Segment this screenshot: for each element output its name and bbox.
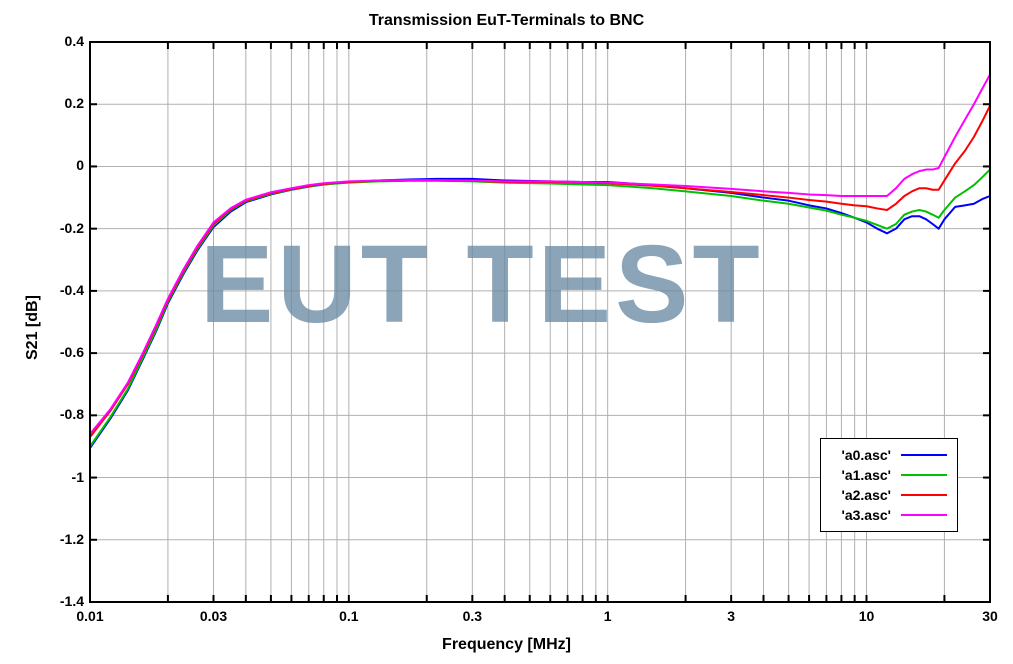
x-tick-label: 0.01	[70, 608, 110, 624]
y-tick-label: -1.2	[40, 531, 84, 547]
y-tick-label: -1	[40, 469, 84, 485]
x-tick-label: 1	[588, 608, 628, 624]
legend-swatch	[901, 474, 947, 476]
legend-item: 'a0.asc'	[831, 445, 947, 465]
legend-swatch	[901, 454, 947, 456]
legend-label: 'a1.asc'	[831, 467, 901, 483]
y-tick-label: -0.4	[40, 282, 84, 298]
legend: 'a0.asc' 'a1.asc' 'a2.asc' 'a3.asc'	[820, 438, 958, 532]
x-axis-label: Frequency [MHz]	[0, 636, 1013, 654]
legend-swatch	[901, 494, 947, 496]
legend-label: 'a2.asc'	[831, 487, 901, 503]
y-tick-label: 0	[40, 157, 84, 173]
x-tick-label: 10	[847, 608, 887, 624]
chart-title: Transmission EuT-Terminals to BNC	[0, 12, 1013, 30]
y-tick-label: -0.6	[40, 344, 84, 360]
x-tick-label: 0.1	[329, 608, 369, 624]
x-tick-label: 0.3	[452, 608, 492, 624]
legend-label: 'a0.asc'	[831, 447, 901, 463]
y-tick-label: 0.4	[40, 33, 84, 49]
legend-item: 'a1.asc'	[831, 465, 947, 485]
legend-item: 'a2.asc'	[831, 485, 947, 505]
y-tick-label: 0.2	[40, 95, 84, 111]
y-tick-label: -0.2	[40, 220, 84, 236]
x-tick-label: 0.03	[193, 608, 233, 624]
x-tick-label: 30	[970, 608, 1010, 624]
y-tick-label: -0.8	[40, 406, 84, 422]
watermark-text: EUT TEST	[200, 221, 764, 348]
legend-swatch	[901, 514, 947, 516]
y-tick-label: -1.4	[40, 593, 84, 609]
legend-item: 'a3.asc'	[831, 505, 947, 525]
x-tick-label: 3	[711, 608, 751, 624]
legend-label: 'a3.asc'	[831, 507, 901, 523]
